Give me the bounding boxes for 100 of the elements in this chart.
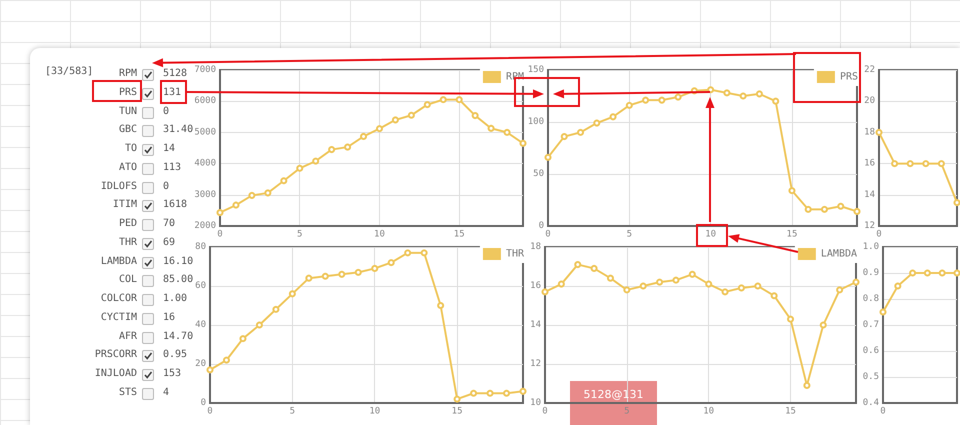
x-tick-label: 5: [297, 230, 302, 240]
point: [924, 270, 931, 276]
category-label: PRS: [118, 86, 137, 98]
point: [876, 128, 882, 136]
x-tick-label: 15: [786, 230, 798, 240]
point: [804, 206, 812, 213]
point: [470, 390, 478, 397]
y-tick-label: 80: [195, 242, 206, 252]
y-tick-label: 14: [530, 320, 541, 330]
category-label: IDLOFS: [100, 180, 137, 192]
y-tick-label: 7000: [194, 65, 216, 75]
point: [626, 102, 633, 109]
x-tick-label: 15: [454, 230, 465, 240]
text: 0.95: [163, 349, 188, 360]
point: [206, 366, 214, 374]
point: [837, 202, 844, 210]
x-tick-label: 10: [703, 406, 714, 416]
x-tick-label: 0: [217, 230, 223, 240]
point: [296, 164, 304, 172]
text: 153: [163, 368, 182, 379]
category-label: COLCOR: [100, 293, 137, 304]
y-tick-label: 3000: [194, 190, 216, 200]
point: [404, 249, 412, 256]
category-label: TUN: [118, 106, 137, 116]
point: [623, 286, 630, 294]
point: [740, 92, 747, 100]
point: [440, 96, 447, 104]
point: [909, 270, 916, 276]
y-tick-label: 0.8: [862, 294, 879, 304]
point: [906, 160, 914, 168]
point: [408, 112, 415, 119]
x-tick-label: 10: [374, 230, 385, 240]
text: 1618: [163, 199, 188, 210]
point: [803, 382, 810, 389]
point: [328, 146, 336, 154]
category-label: COL: [118, 274, 137, 286]
point: [574, 261, 582, 268]
y-tick-label: 10: [530, 398, 541, 408]
text: 69: [163, 236, 176, 248]
y-tick-label: 4000: [194, 158, 216, 169]
point: [880, 308, 886, 316]
point: [264, 189, 272, 196]
y-tick-label: 60: [195, 281, 206, 291]
point: [852, 278, 860, 286]
point: [938, 160, 945, 168]
point: [688, 270, 696, 278]
point: [590, 264, 598, 272]
point: [756, 90, 763, 98]
category-label: AFR: [118, 330, 137, 342]
text: 70: [163, 218, 176, 229]
text: 0: [163, 180, 170, 192]
point: [360, 132, 368, 140]
category-label: PRSCORR: [94, 349, 137, 360]
category-label: TO: [124, 143, 137, 154]
point: [610, 113, 617, 120]
point: [658, 96, 666, 104]
point: [770, 292, 778, 300]
point: [354, 268, 362, 276]
point: [222, 356, 230, 364]
point: [754, 282, 762, 290]
point: [256, 322, 263, 328]
point: [854, 208, 860, 215]
x-tick-label: 0: [880, 406, 886, 416]
y-tick-label: 40: [195, 320, 206, 330]
category-label: STS: [118, 386, 137, 398]
y-tick-label: 20: [195, 359, 206, 369]
category-label: RPM: [118, 68, 137, 79]
y-tick-label: 6000: [194, 96, 216, 106]
y-tick-label: 150: [528, 65, 544, 75]
y-tick-label: 22: [864, 65, 875, 75]
y-tick-label: 0: [200, 398, 206, 408]
category-label: PED: [118, 218, 137, 229]
point: [288, 290, 296, 298]
x-tick-label: 15: [785, 406, 796, 416]
category-label: ITIM: [112, 199, 137, 210]
point: [954, 199, 960, 206]
text: 0: [163, 106, 170, 116]
point: [239, 335, 246, 342]
y-tick-label: 1.0: [862, 242, 879, 252]
category-label: CYCTIM: [100, 312, 137, 323]
point: [836, 286, 844, 294]
text: 14.70: [163, 330, 194, 342]
y-tick-label: 5000: [194, 127, 216, 138]
y-tick-label: 50: [533, 169, 544, 179]
point: [520, 388, 526, 395]
point: [560, 133, 568, 140]
x-tick-label: 5: [626, 230, 632, 240]
category-label: THR: [118, 236, 137, 248]
point: [674, 94, 682, 101]
point: [738, 284, 745, 292]
y-tick-label: 0.6: [862, 346, 879, 356]
point: [420, 249, 428, 256]
point: [558, 280, 565, 288]
text: 113: [163, 162, 182, 173]
text: 16.10: [163, 256, 194, 266]
point: [606, 274, 614, 282]
text: 1.00: [163, 293, 188, 304]
y-tick-label: 0: [538, 221, 544, 231]
point: [820, 206, 828, 213]
point: [542, 288, 548, 296]
